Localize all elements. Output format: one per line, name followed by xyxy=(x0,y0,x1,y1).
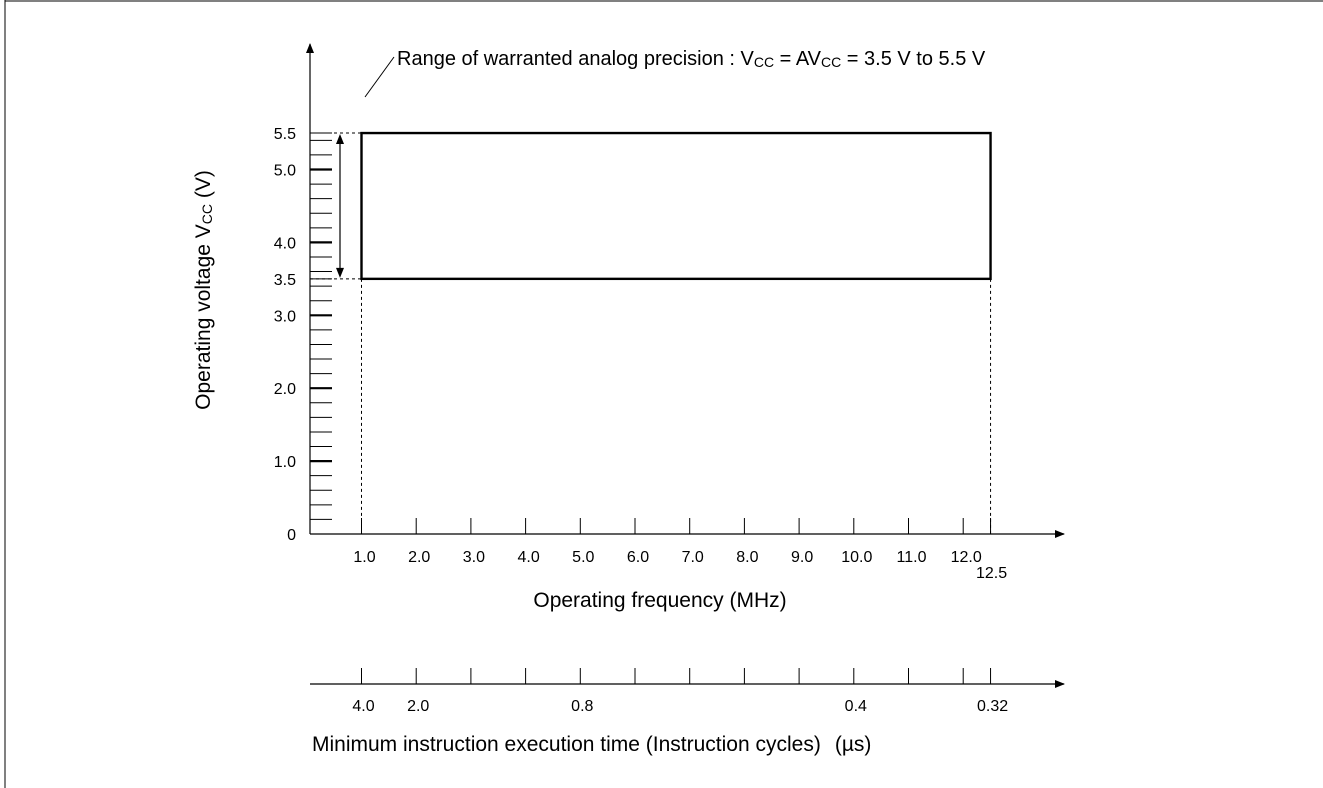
annotation-leader xyxy=(364,56,395,98)
x2-tick-label: 4.0 xyxy=(352,698,374,715)
x-tick-label: 8.0 xyxy=(736,549,758,566)
x-axis-title: Operating frequency (MHz) xyxy=(533,589,786,612)
y-tick-label: 2.0 xyxy=(274,381,296,398)
operating-region-rect xyxy=(360,131,992,281)
x-tick-label: 9.0 xyxy=(791,549,813,566)
x-tick-label: 2.0 xyxy=(408,549,430,566)
range-arrow-head-top xyxy=(336,134,344,145)
x-tick-label: 11.0 xyxy=(897,549,927,566)
x-tick-label: 3.0 xyxy=(463,549,485,566)
annotation-text: Range of warranted analog precision : VC… xyxy=(397,48,986,70)
y-ticks: 0 1.0 2.0 3.0 3.5 4.0 5.0 5.5 xyxy=(274,126,332,544)
x-tick-label: 12.0 xyxy=(951,549,982,566)
x-tick-label: 10.0 xyxy=(841,549,872,566)
y-tick-label: 0 xyxy=(287,527,296,544)
y-axis-title: Operating voltage VCC (V) xyxy=(192,170,215,410)
x-tick-label: 5.0 xyxy=(572,549,594,566)
range-arrow-head-bottom xyxy=(336,267,344,278)
y-tick-label: 1.0 xyxy=(274,454,296,471)
x2-tick-label: 0.8 xyxy=(571,698,593,715)
y-tick-label: 5.0 xyxy=(274,163,296,180)
x2-axis-title: Minimum instruction execution time (Inst… xyxy=(312,733,871,756)
x-tick-label: 12.5 xyxy=(976,565,1007,582)
x2-tick-label: 0.32 xyxy=(977,698,1008,715)
x-tick-label: 1.0 xyxy=(353,549,375,566)
x2-tick-label: 0.4 xyxy=(845,698,867,715)
x-tick-label: 6.0 xyxy=(627,549,649,566)
x-tick-label: 4.0 xyxy=(517,549,539,566)
x2-ticks: 4.0 2.0 0.8 0.4 0.32 xyxy=(352,668,1008,715)
y-tick-label: 5.5 xyxy=(274,126,296,143)
x-ticks: 1.0 2.0 3.0 4.0 5.0 6.0 7.0 8.0 9.0 10.0 11.0 12.01… xyxy=(353,518,1007,582)
x2-tick-label: 2.0 xyxy=(407,698,429,715)
operating-region xyxy=(310,131,992,534)
x-tick-label: 7.0 xyxy=(682,549,704,566)
y-tick-label: 3.5 xyxy=(274,272,296,289)
y-tick-label: 4.0 xyxy=(274,235,296,252)
y-tick-label: 3.0 xyxy=(274,308,296,325)
